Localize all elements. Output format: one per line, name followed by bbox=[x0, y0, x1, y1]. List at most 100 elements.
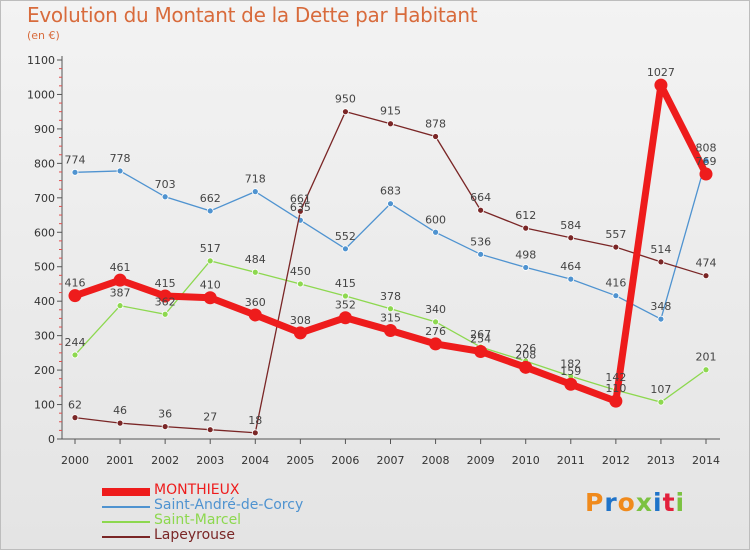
y-tick-label: 0 bbox=[48, 433, 55, 446]
legend-label: Lapeyrouse bbox=[154, 527, 235, 543]
data-point-monthieux bbox=[564, 377, 578, 391]
data-label-monthieux: 254 bbox=[470, 332, 491, 345]
x-tick-label: 2005 bbox=[286, 454, 314, 467]
data-point-saint-andre-de-corcy bbox=[342, 245, 349, 253]
logo-letter: r bbox=[604, 488, 618, 517]
chart-title: Evolution du Montant de la Dette par Hab… bbox=[27, 3, 478, 27]
logo-letter: x bbox=[635, 488, 653, 517]
x-tick-label: 2008 bbox=[422, 454, 450, 467]
data-label-lapeyrouse: 664 bbox=[470, 191, 491, 204]
data-label-saint-andre-de-corcy: 552 bbox=[335, 230, 356, 243]
x-tick-label: 2012 bbox=[602, 454, 630, 467]
y-tick-label: 300 bbox=[34, 330, 55, 343]
data-label-saint-marcel: 517 bbox=[200, 242, 221, 255]
data-label-monthieux: 208 bbox=[515, 348, 536, 361]
data-point-saint-marcel bbox=[251, 268, 259, 276]
x-tick-label: 2002 bbox=[151, 454, 179, 467]
x-tick-label: 2007 bbox=[377, 454, 405, 467]
data-point-saint-andre-de-corcy bbox=[206, 207, 214, 215]
data-point-lapeyrouse bbox=[702, 272, 710, 280]
data-label-saint-andre-de-corcy: 808 bbox=[696, 142, 717, 155]
data-label-saint-andre-de-corcy: 662 bbox=[200, 192, 221, 205]
x-tick-label: 2003 bbox=[196, 454, 224, 467]
data-point-monthieux bbox=[654, 78, 668, 92]
data-label-saint-andre-de-corcy: 635 bbox=[290, 201, 311, 214]
data-label-lapeyrouse: 27 bbox=[203, 411, 217, 424]
data-label-saint-marcel: 201 bbox=[696, 351, 717, 364]
data-label-lapeyrouse: 474 bbox=[696, 257, 717, 270]
data-point-saint-marcel bbox=[161, 310, 169, 318]
series-line-monthieux bbox=[71, 81, 710, 405]
data-label-saint-marcel: 415 bbox=[335, 277, 356, 290]
data-label-lapeyrouse: 62 bbox=[68, 399, 82, 412]
data-label-saint-marcel: 362 bbox=[155, 295, 176, 308]
data-point-saint-marcel bbox=[387, 305, 394, 313]
legend-swatch bbox=[102, 536, 150, 538]
logo-letter: i bbox=[653, 488, 663, 517]
data-label-lapeyrouse: 878 bbox=[425, 117, 446, 130]
y-tick-label: 900 bbox=[34, 123, 55, 136]
data-label-monthieux: 276 bbox=[425, 325, 446, 338]
data-label-lapeyrouse: 950 bbox=[335, 93, 356, 106]
data-label-saint-andre-de-corcy: 600 bbox=[425, 213, 446, 226]
data-point-monthieux bbox=[248, 308, 262, 322]
data-point-monthieux bbox=[519, 360, 533, 374]
data-point-saint-marcel bbox=[206, 257, 214, 265]
axes: 0 100 200 300 400 500 600 700 800 900 1000 1100 2000… bbox=[27, 54, 720, 467]
data-label-saint-marcel: 267 bbox=[470, 328, 491, 341]
y-tick-label: 200 bbox=[34, 364, 55, 377]
data-point-saint-marcel bbox=[702, 366, 710, 374]
unit-label: (en €) bbox=[27, 29, 60, 42]
data-label-monthieux: 352 bbox=[335, 299, 356, 312]
data-label-saint-andre-de-corcy: 778 bbox=[110, 152, 131, 165]
legend-swatch bbox=[102, 488, 150, 496]
data-label-saint-andre-de-corcy: 348 bbox=[650, 300, 671, 313]
data-point-monthieux bbox=[203, 291, 217, 305]
data-point-lapeyrouse bbox=[206, 426, 214, 434]
legend-label: MONTHIEUX bbox=[154, 482, 240, 498]
data-label-lapeyrouse: 557 bbox=[605, 228, 626, 241]
data-label-monthieux: 1027 bbox=[647, 66, 675, 79]
data-label-saint-marcel: 226 bbox=[515, 342, 536, 355]
logo-letter: o bbox=[617, 488, 636, 517]
x-tick-label: 2006 bbox=[331, 454, 359, 467]
data-label-lapeyrouse: 514 bbox=[650, 243, 671, 256]
data-label-monthieux: 315 bbox=[380, 311, 401, 324]
data-label-saint-andre-de-corcy: 683 bbox=[380, 185, 401, 198]
data-point-monthieux bbox=[609, 394, 623, 408]
data-label-saint-andre-de-corcy: 416 bbox=[605, 277, 626, 290]
data-label-saint-andre-de-corcy: 718 bbox=[245, 173, 266, 186]
data-label-saint-marcel: 142 bbox=[605, 371, 626, 384]
data-point-saint-marcel bbox=[342, 292, 349, 300]
data-point-saint-andre-de-corcy bbox=[161, 193, 169, 201]
series-layer bbox=[68, 78, 713, 437]
data-point-monthieux bbox=[429, 337, 443, 351]
data-point-lapeyrouse bbox=[71, 414, 79, 422]
x-tick-label: 2014 bbox=[692, 454, 720, 467]
data-label-monthieux: 110 bbox=[605, 382, 626, 395]
data-label-lapeyrouse: 46 bbox=[113, 404, 127, 417]
data-point-lapeyrouse bbox=[657, 258, 665, 266]
y-tick-label: 100 bbox=[34, 399, 55, 412]
data-label-saint-marcel: 378 bbox=[380, 290, 401, 303]
legend-label: Saint-Marcel bbox=[154, 512, 242, 528]
data-point-monthieux bbox=[68, 289, 82, 303]
data-label-saint-andre-de-corcy: 536 bbox=[470, 235, 491, 248]
logo-letter: P bbox=[585, 488, 605, 517]
data-point-monthieux bbox=[384, 323, 397, 337]
data-point-saint-marcel bbox=[116, 302, 124, 310]
data-point-saint-marcel bbox=[432, 318, 439, 326]
x-tick-label: 2001 bbox=[106, 454, 134, 467]
data-point-saint-andre-de-corcy bbox=[387, 200, 394, 208]
data-point-lapeyrouse bbox=[567, 234, 575, 242]
data-point-monthieux bbox=[113, 273, 127, 287]
y-tick-label: 700 bbox=[34, 192, 55, 205]
y-tick-label: 400 bbox=[34, 295, 55, 308]
data-point-lapeyrouse bbox=[387, 120, 394, 128]
y-tick-label: 500 bbox=[34, 261, 55, 274]
y-tick-label: 800 bbox=[34, 157, 55, 170]
x-tick-label: 2010 bbox=[512, 454, 540, 467]
data-point-lapeyrouse bbox=[522, 224, 530, 232]
